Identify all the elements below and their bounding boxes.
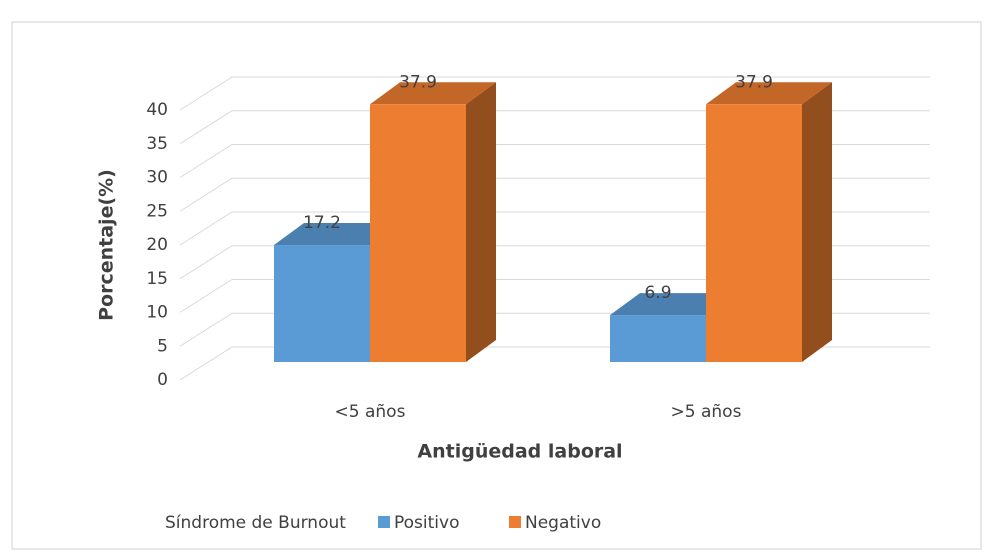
bar-top <box>706 82 832 105</box>
y-axis-title: Porcentaje(%) <box>96 169 118 321</box>
y-tick-label: 40 <box>146 100 168 120</box>
grid-line <box>179 211 930 246</box>
data-label: 37.9 <box>735 72 773 92</box>
y-tick-label: 20 <box>146 235 168 255</box>
data-label: 37.9 <box>399 72 437 92</box>
grid-line <box>179 245 930 280</box>
bar-side <box>802 82 832 362</box>
legend-swatch <box>378 516 390 528</box>
bar-front <box>274 245 370 362</box>
legend-swatch <box>509 516 521 528</box>
bar-front <box>706 104 802 362</box>
bar-front <box>370 104 466 362</box>
grid-line <box>179 76 930 111</box>
y-tick-label: 35 <box>146 134 168 154</box>
data-label: 17.2 <box>303 213 341 233</box>
bar <box>706 82 832 362</box>
grid-line <box>179 279 930 313</box>
y-tick-label: 10 <box>146 303 168 323</box>
grid-line <box>179 110 930 145</box>
bar-top <box>274 223 400 246</box>
x-tick-label: >5 años <box>671 402 742 422</box>
legend-title: Síndrome de Burnout <box>165 513 346 533</box>
bar-front <box>610 315 706 362</box>
y-tick-label: 25 <box>146 201 168 221</box>
y-tick-label: 0 <box>157 370 168 390</box>
y-tick-label: 15 <box>146 269 168 289</box>
grid-line <box>179 177 930 212</box>
x-axis-title: Antigüedad laboral <box>417 441 622 463</box>
y-tick-label: 30 <box>146 168 168 188</box>
legend-label: Positivo <box>394 513 459 533</box>
bar-top <box>610 293 736 316</box>
x-tick-label: <5 años <box>335 402 406 422</box>
y-tick-label: 5 <box>157 336 168 356</box>
bar-top <box>370 82 496 105</box>
bar-side <box>466 82 496 362</box>
data-label: 6.9 <box>644 283 671 303</box>
grid-line <box>179 144 930 178</box>
bar <box>370 82 496 362</box>
legend-label: Negativo <box>525 513 601 533</box>
